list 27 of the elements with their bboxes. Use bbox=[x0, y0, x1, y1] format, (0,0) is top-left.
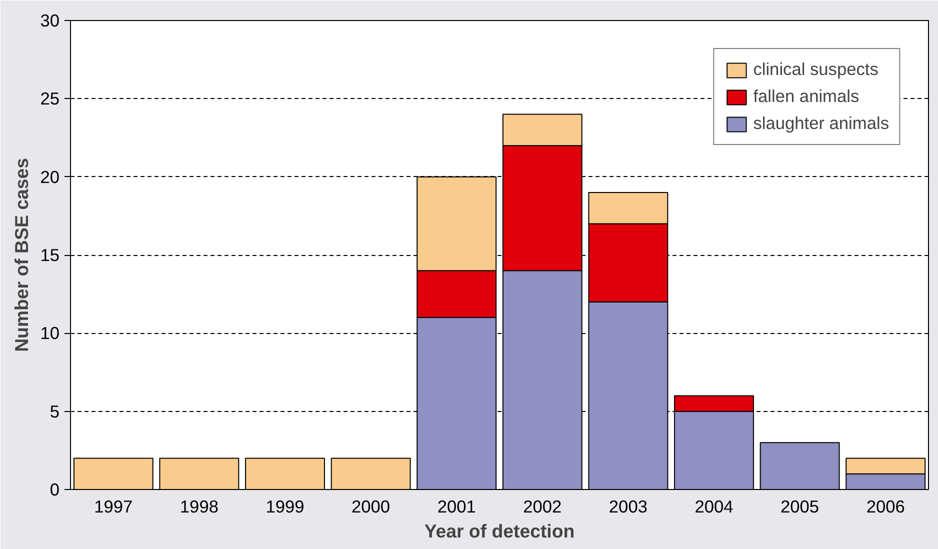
x-tick-label: 2000 bbox=[352, 496, 390, 516]
bar bbox=[245, 458, 325, 490]
x-tick-label: 1999 bbox=[266, 496, 304, 516]
bar bbox=[159, 458, 240, 490]
x-tick-label: 2003 bbox=[608, 496, 648, 516]
y-tick-label: 30 bbox=[40, 10, 60, 30]
x-tick-label: 2005 bbox=[780, 496, 820, 516]
x-axis-title: Year of detection bbox=[424, 520, 575, 542]
bar bbox=[760, 442, 840, 490]
y-tick-label: 0 bbox=[50, 480, 60, 500]
x-tick-label: 2004 bbox=[694, 496, 734, 516]
legend-label: fallen animals bbox=[753, 86, 860, 107]
legend-label: slaughter animals bbox=[753, 113, 889, 134]
y-tick-label: 5 bbox=[50, 401, 60, 422]
x-tick-label: 2006 bbox=[866, 496, 905, 516]
x-tick-label: 2001 bbox=[437, 496, 476, 516]
x-tick-label: 1998 bbox=[180, 496, 218, 516]
bar bbox=[73, 458, 154, 490]
y-tick-label: 20 bbox=[40, 166, 60, 187]
x-tick-label: 1997 bbox=[94, 496, 133, 516]
legend-label: clinical suspects bbox=[753, 59, 878, 80]
bar bbox=[330, 458, 411, 490]
y-tick-label: 15 bbox=[40, 245, 60, 265]
y-tick-label: 10 bbox=[40, 323, 60, 344]
y-tick-label: 25 bbox=[40, 88, 60, 109]
x-tick-label: 2002 bbox=[523, 496, 562, 516]
y-axis-title: Number of BSE cases bbox=[11, 158, 32, 352]
